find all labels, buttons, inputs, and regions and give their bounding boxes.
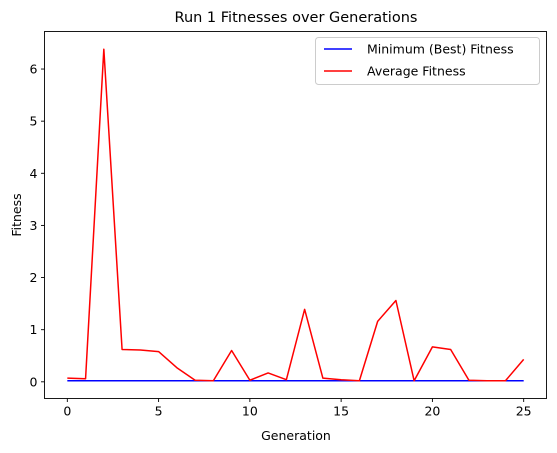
plot-lines: [67, 48, 525, 382]
y-tick-label: 0: [30, 374, 38, 389]
y-tick-label: 6: [30, 62, 38, 77]
legend-box: [315, 37, 540, 85]
y-tick-label: 1: [30, 322, 38, 337]
chart-title: Run 1 Fitnesses over Generations: [175, 10, 418, 26]
legend-label-avg: Average Fitness: [367, 64, 466, 79]
y-axis-label: Fitness: [9, 193, 24, 236]
x-tick-label: 5: [155, 404, 163, 419]
y-tick-label: 2: [30, 270, 38, 285]
x-tick-label: 10: [242, 404, 258, 419]
y-tick-label: 3: [30, 218, 38, 233]
series-line-average-fitness: [67, 48, 525, 382]
x-tick-label: 25: [516, 404, 532, 419]
x-tick-label: 20: [424, 404, 440, 419]
y-tick-label: 5: [30, 114, 38, 129]
x-axis-ticks: 0 5 10 15 20 25: [63, 398, 532, 419]
y-tick-label: 4: [30, 166, 38, 181]
y-axis-ticks: 0 1 2 3 4 5 6: [30, 62, 45, 389]
x-tick-label: 15: [333, 404, 349, 419]
legend-label-min: Minimum (Best) Fitness: [367, 42, 514, 57]
x-axis-label: Generation: [261, 428, 331, 443]
legend: Minimum (Best) Fitness Average Fitness: [315, 37, 540, 85]
x-tick-label: 0: [63, 404, 71, 419]
plot-frame: [44, 31, 547, 399]
